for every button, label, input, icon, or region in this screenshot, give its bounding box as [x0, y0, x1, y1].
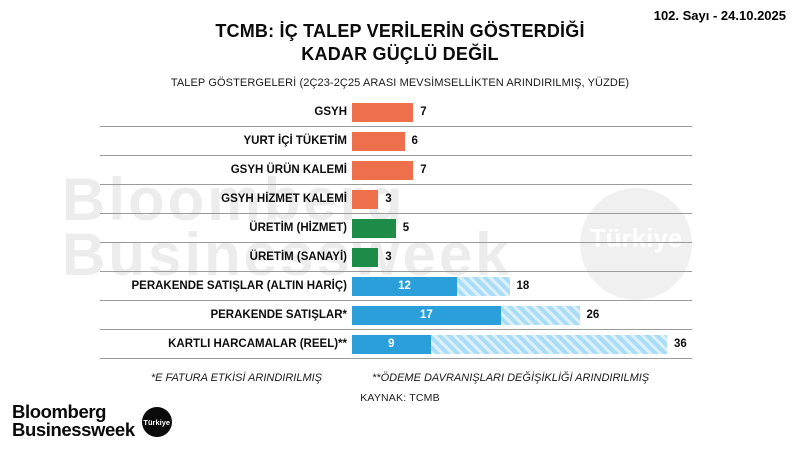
bar-end-value: 3: [385, 251, 392, 263]
source-label: KAYNAK: TCMB: [360, 392, 440, 404]
bar-end-value: 26: [586, 309, 600, 321]
bar-end-value: 6: [411, 135, 418, 147]
bar-end-value: 7: [420, 164, 427, 176]
background-watermark-badge: Türkiye: [580, 188, 692, 300]
bar-area: 3: [352, 185, 692, 213]
row-label: PERAKENDE SATIŞLAR (ALTIN HARİÇ): [131, 280, 347, 292]
background-watermark-text: Bloomberg Businessweek: [62, 166, 512, 288]
bar-solid: [352, 247, 379, 267]
row-label: KARTLI HARCAMALAR (REEL)**: [168, 338, 347, 350]
bar-inner-value: 17: [419, 309, 433, 321]
bar-area: 6: [352, 127, 692, 155]
bar-area: 5: [352, 214, 692, 242]
bar-end-value: 5: [402, 222, 410, 234]
bar-area: 7: [352, 156, 692, 184]
watermark-line: Businessweek: [62, 221, 512, 288]
bar-solid: 12: [352, 276, 457, 296]
issue-date-label: 102. Sayı - 24.10.2025: [653, 8, 786, 23]
bar-solid: [352, 160, 414, 180]
footnotes: *E FATURA ETKİSİ ARINDIRILMIŞ **ÖDEME DA…: [0, 372, 800, 384]
bloomberg-businessweek-logo: Bloomberg Businessweek Türkiye: [12, 403, 172, 438]
bar-chart: GSYH 7 YURT İÇİ TÜKETİM 6 GSYH ÜRÜN KALE…: [100, 98, 692, 359]
watermark-line: Bloomberg: [62, 166, 406, 233]
page-title-line2: KADAR GÜÇLÜ DEĞİL: [301, 44, 499, 64]
bar-inner-value: 12: [398, 280, 411, 292]
chart-row: ÜRETİM (SANAYİ) 3: [100, 243, 692, 272]
bar-inner-value: 9: [388, 338, 395, 350]
bar-area: 7: [352, 98, 692, 126]
chart-row: GSYH 7: [100, 98, 692, 127]
logo-line1: Bloomberg: [12, 401, 107, 422]
bar-hatch-projection: [500, 305, 580, 325]
chart-row: GSYH HİZMET KALEMİ 3: [100, 185, 692, 214]
row-label: GSYH ÜRÜN KALEMİ: [230, 164, 347, 176]
row-label: GSYH HİZMET KALEMİ: [221, 193, 347, 205]
footnote-1: *E FATURA ETKİSİ ARINDIRILMIŞ: [150, 372, 323, 384]
chart-subtitle: TALEP GÖSTERGELERİ (2Ç23-2Ç25 ARASI MEVS…: [170, 77, 630, 89]
page-title: TCMB: İÇ TALEP VERİLERİN GÖSTERDİĞİ KADA…: [0, 20, 800, 66]
bar-area: 12 18: [352, 272, 692, 300]
bar-hatch-projection: [457, 276, 510, 296]
row-label: GSYH: [314, 106, 347, 118]
bar-area: 3: [352, 243, 692, 271]
bar-area: 17 26: [352, 301, 692, 329]
turkiye-badge-label: Türkiye: [143, 417, 171, 427]
bar-end-value: 18: [516, 280, 530, 292]
bar-hatch-projection: [430, 334, 667, 354]
chart-row: PERAKENDE SATIŞLAR* 17 26: [100, 301, 692, 330]
chart-row: GSYH ÜRÜN KALEMİ 7: [100, 156, 692, 185]
row-label: ÜRETİM (SANAYİ): [249, 251, 347, 263]
bar-end-value: 7: [420, 106, 427, 118]
chart-row: PERAKENDE SATIŞLAR (ALTIN HARİÇ) 12 18: [100, 272, 692, 301]
logo-wordmark: Bloomberg Businessweek: [12, 403, 135, 438]
turkiye-badge: Türkiye: [141, 407, 172, 437]
bar-solid: 9: [352, 334, 431, 354]
bar-end-value: 3: [385, 193, 392, 205]
bar-solid: [352, 102, 414, 122]
watermark-badge-label: Türkiye: [589, 222, 683, 253]
chart-row: YURT İÇİ TÜKETİM 6: [100, 127, 692, 156]
page-title-line1: TCMB: İÇ TALEP VERİLERİN GÖSTERDİĞİ: [215, 21, 585, 41]
logo-line2: Businessweek: [12, 418, 135, 440]
chart-row: KARTLI HARCAMALAR (REEL)** 9 36: [100, 330, 692, 359]
row-label: YURT İÇİ TÜKETİM: [243, 135, 348, 147]
bar-area: 9 36: [352, 330, 692, 358]
chart-row: ÜRETİM (HİZMET) 5: [100, 214, 692, 243]
footnote-2: **ÖDEME DAVRANIŞLARI DEĞİŞİKLİĞİ ARINDIR…: [372, 372, 650, 384]
row-label: PERAKENDE SATIŞLAR*: [210, 309, 347, 321]
bar-solid: [352, 131, 405, 151]
row-label: ÜRETİM (HİZMET): [249, 222, 347, 234]
bar-end-value: 36: [674, 338, 687, 350]
bar-solid: 17: [352, 305, 501, 325]
bar-solid: [352, 189, 379, 209]
bar-solid: [352, 218, 396, 238]
